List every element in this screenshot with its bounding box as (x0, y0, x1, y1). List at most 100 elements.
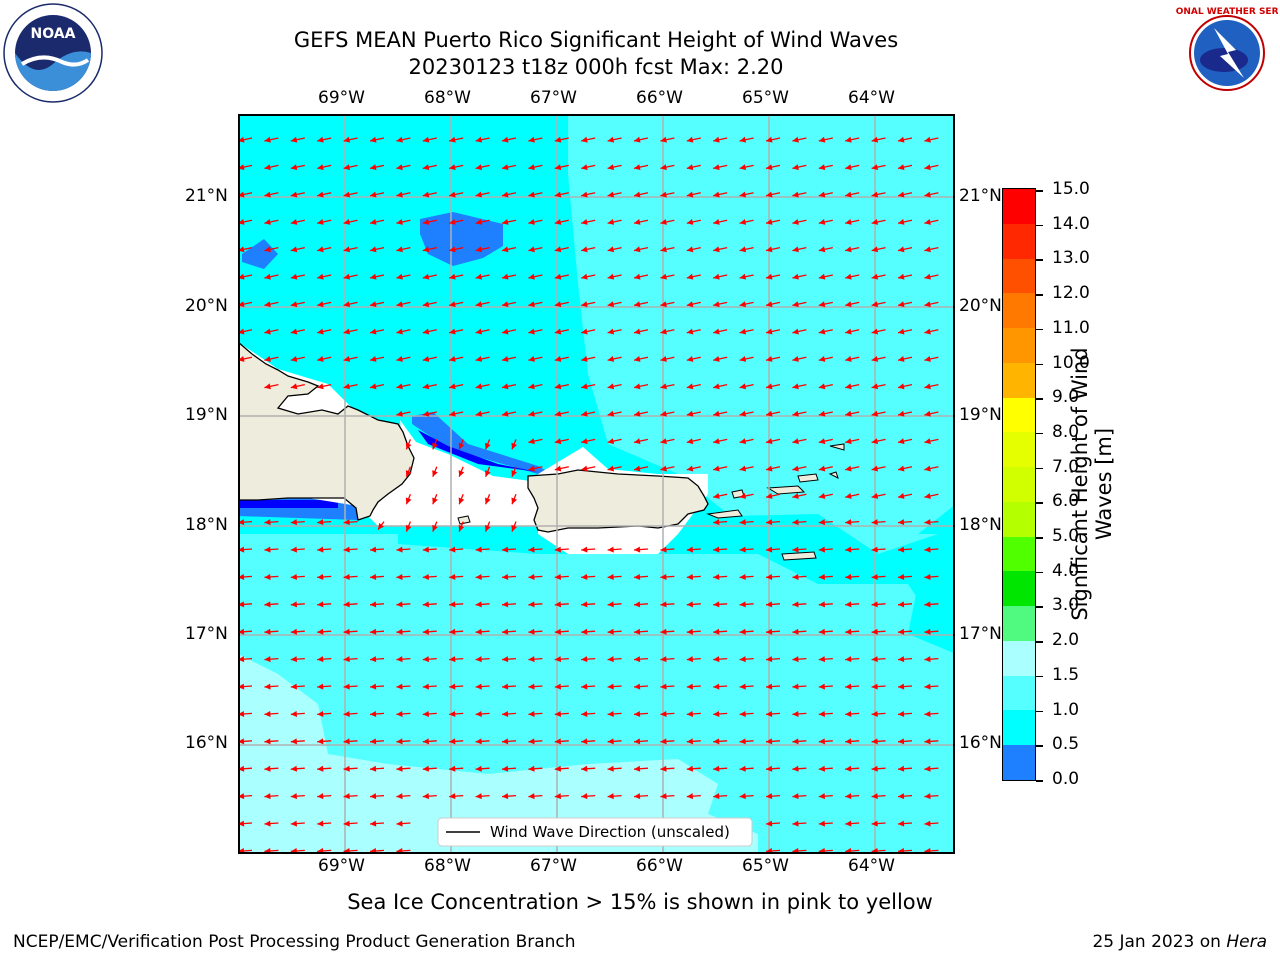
lat-label-left: 16°N (185, 733, 228, 753)
wind-wave-arrow (475, 383, 490, 390)
wind-wave-arrow (528, 328, 543, 335)
colorbar-tick-mark (1036, 745, 1043, 747)
colorbar-tick-mark (1036, 606, 1043, 608)
wind-wave-arrow (449, 219, 464, 225)
wind-wave-arrow (554, 273, 569, 280)
wind-wave-arrow (924, 601, 939, 608)
wind-wave-arrow (290, 191, 305, 198)
wind-wave-arrow (792, 219, 807, 225)
wind-wave-arrow (686, 383, 701, 390)
wind-wave-arrow (845, 820, 860, 827)
wind-wave-arrow (422, 136, 437, 143)
wind-wave-arrow (818, 710, 833, 717)
wind-wave-arrow (924, 656, 939, 663)
colorbar-tick-label: 11.0 (1052, 317, 1090, 338)
wind-wave-arrow (554, 246, 569, 253)
lon-label-bottom: 69°W (318, 856, 365, 876)
wind-wave-arrow (924, 438, 939, 445)
wind-wave-arrow (686, 246, 701, 253)
wind-wave-arrow (317, 765, 332, 772)
wind-wave-arrow (264, 273, 279, 280)
wind-wave-arrow (660, 273, 675, 280)
wind-wave-arrow (422, 219, 437, 225)
wind-wave-arrow (686, 136, 701, 143)
wind-wave-arrow (739, 328, 754, 335)
wind-wave-arrow (871, 219, 886, 225)
wind-wave-arrow (396, 820, 411, 827)
wind-wave-arrow (396, 246, 411, 253)
wind-wave-arrow (739, 301, 754, 308)
wind-wave-arrow (290, 820, 305, 827)
wind-wave-arrow (396, 656, 411, 663)
wind-wave-arrow (765, 136, 781, 143)
wind-wave-arrow (449, 601, 464, 608)
wind-wave-arrow (686, 164, 701, 171)
wind-wave-arrow (396, 356, 411, 362)
wind-wave-arrow (713, 765, 728, 772)
colorbar-tick-label: 14.0 (1052, 213, 1090, 234)
wind-wave-arrow (238, 628, 253, 635)
colorbar-tick-mark (1036, 537, 1043, 539)
wind-wave-arrow (765, 519, 781, 526)
colorbar-tick-mark (1036, 328, 1043, 331)
colorbar-tick-label: 12.0 (1052, 283, 1090, 304)
wind-wave-arrow (528, 628, 543, 635)
wind-wave-arrow (924, 246, 939, 253)
wind-wave-arrow (369, 164, 385, 171)
wind-wave-arrow (845, 710, 860, 717)
wind-wave-arrow (581, 328, 596, 335)
wind-wave-arrow (501, 136, 517, 143)
wind-wave-arrow (924, 493, 939, 499)
wind-wave-arrow (475, 765, 490, 772)
wind-wave-arrow (511, 466, 518, 478)
colorbar-tick-mark (1036, 467, 1043, 470)
wind-wave-arrow (475, 356, 490, 362)
wind-wave-arrow (818, 356, 833, 362)
wind-wave-arrow (660, 164, 675, 171)
wind-wave-arrow (765, 546, 781, 553)
wind-wave-arrow (818, 328, 833, 335)
wind-wave-arrow (475, 573, 490, 580)
wind-wave-arrow (660, 710, 675, 717)
wind-wave-arrow (369, 136, 385, 143)
wind-wave-arrow (607, 219, 622, 225)
wind-wave-arrow (713, 438, 728, 445)
colorbar-tick-label: 2.0 (1052, 630, 1080, 651)
lat-label-right: 17°N (959, 624, 1002, 644)
wind-wave-arrow (897, 136, 913, 143)
wind-wave-arrow (238, 573, 253, 580)
colorbar-tick-mark (1036, 398, 1043, 400)
lon-label-bottom: 67°W (530, 856, 577, 876)
wind-wave-arrow (528, 136, 543, 143)
wind-wave-arrow (845, 328, 860, 335)
wind-wave-arrow (343, 383, 358, 390)
wind-wave-arrow (660, 793, 675, 800)
wind-wave-arrow (475, 246, 490, 253)
wind-wave-arrow (528, 301, 543, 308)
lon-label-bottom: 64°W (848, 856, 895, 876)
wind-wave-arrow (475, 301, 490, 308)
wind-wave-arrow (528, 573, 543, 580)
wind-wave-arrow (528, 273, 543, 280)
map-legend: Wind Wave Direction (unscaled) (437, 817, 753, 847)
wind-wave-arrow (432, 521, 438, 532)
wind-wave-arrow (396, 383, 411, 390)
wind-wave-arrow (686, 546, 701, 553)
ocean-band-1-1.5-channel (398, 514, 954, 633)
wind-wave-arrow (290, 710, 305, 717)
wind-wave-arrow (554, 438, 569, 445)
wind-wave-arrow (924, 328, 939, 335)
svg-text:NATIONAL WEATHER SERVICE: NATIONAL WEATHER SERVICE (1176, 7, 1278, 17)
wind-wave-arrow (581, 410, 596, 417)
wind-wave-arrow (765, 628, 781, 635)
land-st-croix (781, 551, 817, 561)
wind-wave-arrow (739, 519, 754, 526)
wind-wave-arrow (317, 328, 332, 335)
wind-wave-arrow (607, 683, 622, 690)
wind-wave-arrow (528, 710, 543, 717)
wind-wave-arrow (792, 765, 807, 772)
wind-wave-arrow (660, 628, 675, 635)
wind-wave-arrow (818, 136, 833, 143)
wind-wave-arrow (475, 136, 490, 143)
wind-wave-arrow (554, 738, 569, 745)
